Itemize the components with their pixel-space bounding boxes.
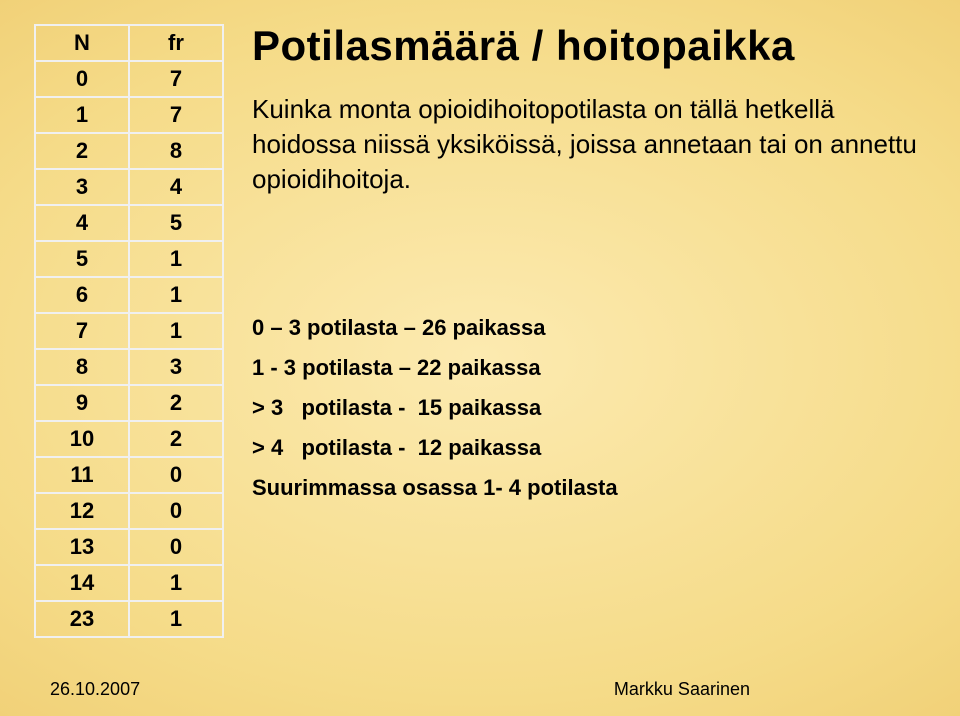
table-row: 61 (35, 277, 223, 313)
table-cell: 5 (129, 205, 223, 241)
slide-content: N fr 07172834455161718392102110120130141… (0, 0, 960, 716)
footer-date: 26.10.2007 (50, 679, 140, 700)
text-region: Potilasmäärä / hoitopaikka Kuinka monta … (252, 22, 936, 515)
bullet-line: > 4 potilasta - 12 paikassa (252, 435, 936, 461)
slide-title: Potilasmäärä / hoitopaikka (252, 22, 936, 70)
bullet-line: 0 – 3 potilasta – 26 paikassa (252, 315, 936, 341)
table-row: 83 (35, 349, 223, 385)
bullet-line: 1 - 3 potilasta – 22 paikassa (252, 355, 936, 381)
table-cell: 2 (129, 385, 223, 421)
table-cell: 0 (35, 61, 129, 97)
footer: 26.10.2007 Markku Saarinen (0, 679, 960, 700)
table-body: 07172834455161718392102110120130141231 (35, 61, 223, 637)
table-cell: 1 (129, 313, 223, 349)
table-cell: 14 (35, 565, 129, 601)
table-row: 51 (35, 241, 223, 277)
table-cell: 7 (35, 313, 129, 349)
table-row: 28 (35, 133, 223, 169)
table-row: 07 (35, 61, 223, 97)
table-cell: 12 (35, 493, 129, 529)
table-cell: 3 (35, 169, 129, 205)
table-cell: 0 (129, 529, 223, 565)
slide-paragraph: Kuinka monta opioidihoitopotilasta on tä… (252, 92, 936, 197)
footer-author: Markku Saarinen (614, 679, 750, 700)
bullet-line: > 3 potilasta - 15 paikassa (252, 395, 936, 421)
table-cell: 1 (129, 601, 223, 637)
table-cell: 1 (129, 277, 223, 313)
table-cell: 4 (35, 205, 129, 241)
table-cell: 4 (129, 169, 223, 205)
table-cell: 7 (129, 97, 223, 133)
table-row: 45 (35, 205, 223, 241)
table-cell: 3 (129, 349, 223, 385)
table-cell: 1 (129, 241, 223, 277)
frequency-table: N fr 07172834455161718392102110120130141… (34, 24, 224, 638)
table-row: 110 (35, 457, 223, 493)
table-row: 231 (35, 601, 223, 637)
table-row: 120 (35, 493, 223, 529)
bullet-line: Suurimmassa osassa 1- 4 potilasta (252, 475, 936, 501)
table-header-row: N fr (35, 25, 223, 61)
bullet-list: 0 – 3 potilasta – 26 paikassa 1 - 3 potil… (252, 315, 936, 501)
table-cell: 0 (129, 457, 223, 493)
table-cell: 23 (35, 601, 129, 637)
table-cell: 7 (129, 61, 223, 97)
table-cell: 1 (35, 97, 129, 133)
table-cell: 11 (35, 457, 129, 493)
table-cell: 10 (35, 421, 129, 457)
table-cell: 5 (35, 241, 129, 277)
frequency-table-wrap: N fr 07172834455161718392102110120130141… (34, 24, 224, 638)
table-row: 17 (35, 97, 223, 133)
table-row: 71 (35, 313, 223, 349)
table-cell: 1 (129, 565, 223, 601)
table-row: 141 (35, 565, 223, 601)
table-cell: 2 (35, 133, 129, 169)
table-cell: 8 (129, 133, 223, 169)
table-cell: 6 (35, 277, 129, 313)
table-cell: 8 (35, 349, 129, 385)
table-cell: 2 (129, 421, 223, 457)
table-cell: 13 (35, 529, 129, 565)
col-header-n: N (35, 25, 129, 61)
table-row: 92 (35, 385, 223, 421)
table-row: 102 (35, 421, 223, 457)
col-header-fr: fr (129, 25, 223, 61)
table-row: 130 (35, 529, 223, 565)
table-cell: 0 (129, 493, 223, 529)
table-cell: 9 (35, 385, 129, 421)
table-row: 34 (35, 169, 223, 205)
